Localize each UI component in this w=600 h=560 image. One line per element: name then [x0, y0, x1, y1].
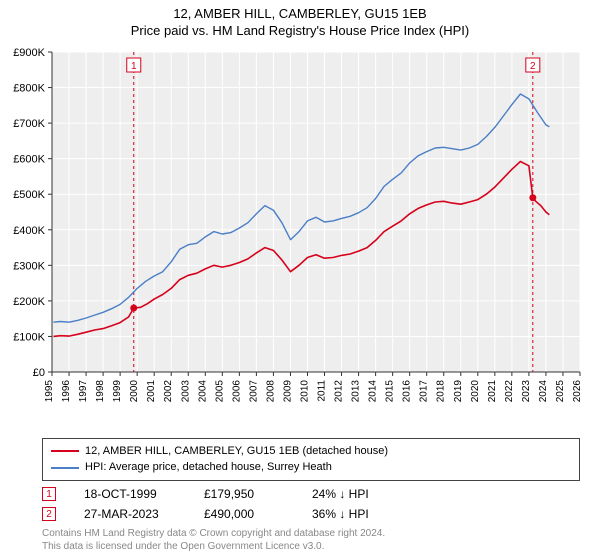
y-tick-label: £700K	[13, 118, 45, 130]
legend-swatch	[51, 450, 79, 452]
y-tick-label: £900K	[13, 47, 45, 59]
y-tick-label: £0	[33, 367, 45, 379]
legend-row: HPI: Average price, detached house, Surr…	[51, 459, 571, 476]
sales-marker-box: 2	[42, 507, 56, 521]
title-line-1: 12, AMBER HILL, CAMBERLEY, GU15 1EB	[0, 6, 600, 23]
x-tick-label: 2010	[299, 379, 310, 402]
x-tick-label: 2026	[572, 379, 583, 402]
x-tick-label: 1997	[78, 379, 89, 402]
x-tick-label: 2022	[504, 379, 515, 402]
legend-label: HPI: Average price, detached house, Surr…	[85, 459, 332, 476]
sales-table: 1 18-OCT-1999 £179,950 24% ↓ HPI 2 27-MAR-202…	[42, 487, 580, 521]
sale-marker-dot	[529, 194, 536, 201]
legend-swatch	[51, 467, 79, 469]
x-tick-label: 2000	[129, 379, 140, 402]
x-tick-label: 2018	[436, 379, 447, 402]
x-tick-label: 2012	[334, 379, 345, 402]
title-line-2: Price paid vs. HM Land Registry's House …	[0, 23, 600, 40]
y-tick-label: £500K	[13, 189, 45, 201]
plot-background	[52, 52, 580, 372]
footnote-line-2: This data is licensed under the Open Gov…	[42, 540, 580, 553]
x-tick-label: 2019	[453, 379, 464, 402]
y-tick-label: £600K	[13, 153, 45, 165]
y-tick-label: £400K	[13, 225, 45, 237]
x-tick-label: 2023	[521, 379, 532, 402]
x-tick-label: 2025	[555, 379, 566, 402]
x-tick-label: 2016	[402, 379, 413, 402]
chart-area: £0 £100K £200K £300K £400K £500K £600K £700K £80…	[0, 42, 600, 432]
y-tick-label: £200K	[13, 296, 45, 308]
x-tick-label: 2020	[470, 379, 481, 402]
sales-diff: 24% ↓ HPI	[312, 487, 402, 501]
y-tick-label: £800K	[13, 82, 45, 94]
x-tick-label: 2013	[351, 379, 362, 402]
sales-date: 18-OCT-1999	[84, 487, 176, 501]
sales-date: 27-MAR-2023	[84, 507, 176, 521]
sales-marker-box: 1	[42, 487, 56, 501]
x-tick-label: 2005	[214, 379, 225, 402]
chart-title-block: 12, AMBER HILL, CAMBERLEY, GU15 1EB Pric…	[0, 0, 600, 42]
x-tick-label: 2001	[146, 379, 157, 402]
x-tick-label: 1996	[61, 379, 72, 402]
x-tick-label: 2002	[163, 379, 174, 402]
x-tick-label: 1998	[95, 379, 106, 402]
sales-row: 1 18-OCT-1999 £179,950 24% ↓ HPI	[42, 487, 580, 501]
x-tick-label: 2009	[282, 379, 293, 402]
legend-row: 12, AMBER HILL, CAMBERLEY, GU15 1EB (det…	[51, 443, 571, 460]
x-tick-label: 2011	[317, 379, 328, 401]
x-tick-label: 2014	[368, 379, 379, 402]
y-tick-label: £300K	[13, 260, 45, 272]
footnote: Contains HM Land Registry data © Crown c…	[42, 527, 580, 553]
sales-price: £179,950	[204, 487, 284, 501]
x-tick-label: 1999	[112, 379, 123, 402]
x-tick-label: 2017	[419, 379, 430, 402]
x-tick-label: 2007	[248, 379, 259, 402]
x-tick-label: 2004	[197, 379, 208, 402]
x-tick-label: 2024	[538, 379, 549, 402]
x-tick-label: 1995	[44, 379, 55, 402]
x-tick-label: 2003	[180, 379, 191, 402]
x-tick-label: 2008	[265, 379, 276, 402]
sales-diff: 36% ↓ HPI	[312, 507, 402, 521]
sales-row: 2 27-MAR-2023 £490,000 36% ↓ HPI	[42, 507, 580, 521]
y-tick-label: £100K	[13, 331, 45, 343]
sales-price: £490,000	[204, 507, 284, 521]
x-tick-label: 2015	[385, 379, 396, 402]
sale-marker-number: 2	[530, 61, 536, 72]
sale-marker-dot	[130, 304, 137, 311]
x-tick-label: 2006	[231, 379, 242, 402]
legend-box: 12, AMBER HILL, CAMBERLEY, GU15 1EB (det…	[42, 438, 580, 481]
line-chart-svg: £0 £100K £200K £300K £400K £500K £600K £700K £80…	[0, 42, 600, 432]
sale-marker-number: 1	[131, 61, 137, 72]
footnote-line-1: Contains HM Land Registry data © Crown c…	[42, 527, 580, 540]
x-tick-label: 2021	[487, 379, 498, 402]
legend-label: 12, AMBER HILL, CAMBERLEY, GU15 1EB (det…	[85, 443, 388, 460]
